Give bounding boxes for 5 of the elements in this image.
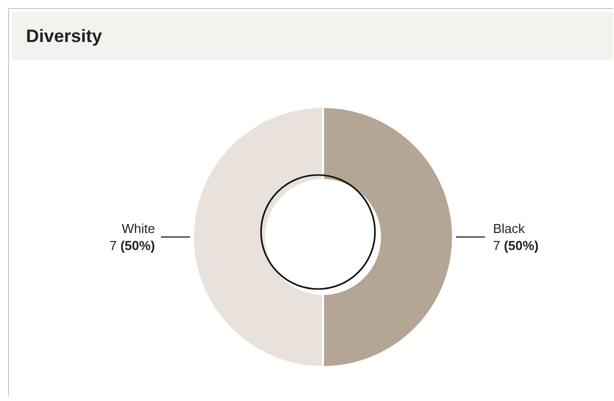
chart-title: Diversity: [26, 26, 102, 46]
slice-label: White: [122, 221, 155, 236]
slice-label: Black: [493, 221, 526, 236]
data-label: 7 (50%): [493, 238, 539, 253]
data-label: 7 (50%): [109, 238, 155, 253]
